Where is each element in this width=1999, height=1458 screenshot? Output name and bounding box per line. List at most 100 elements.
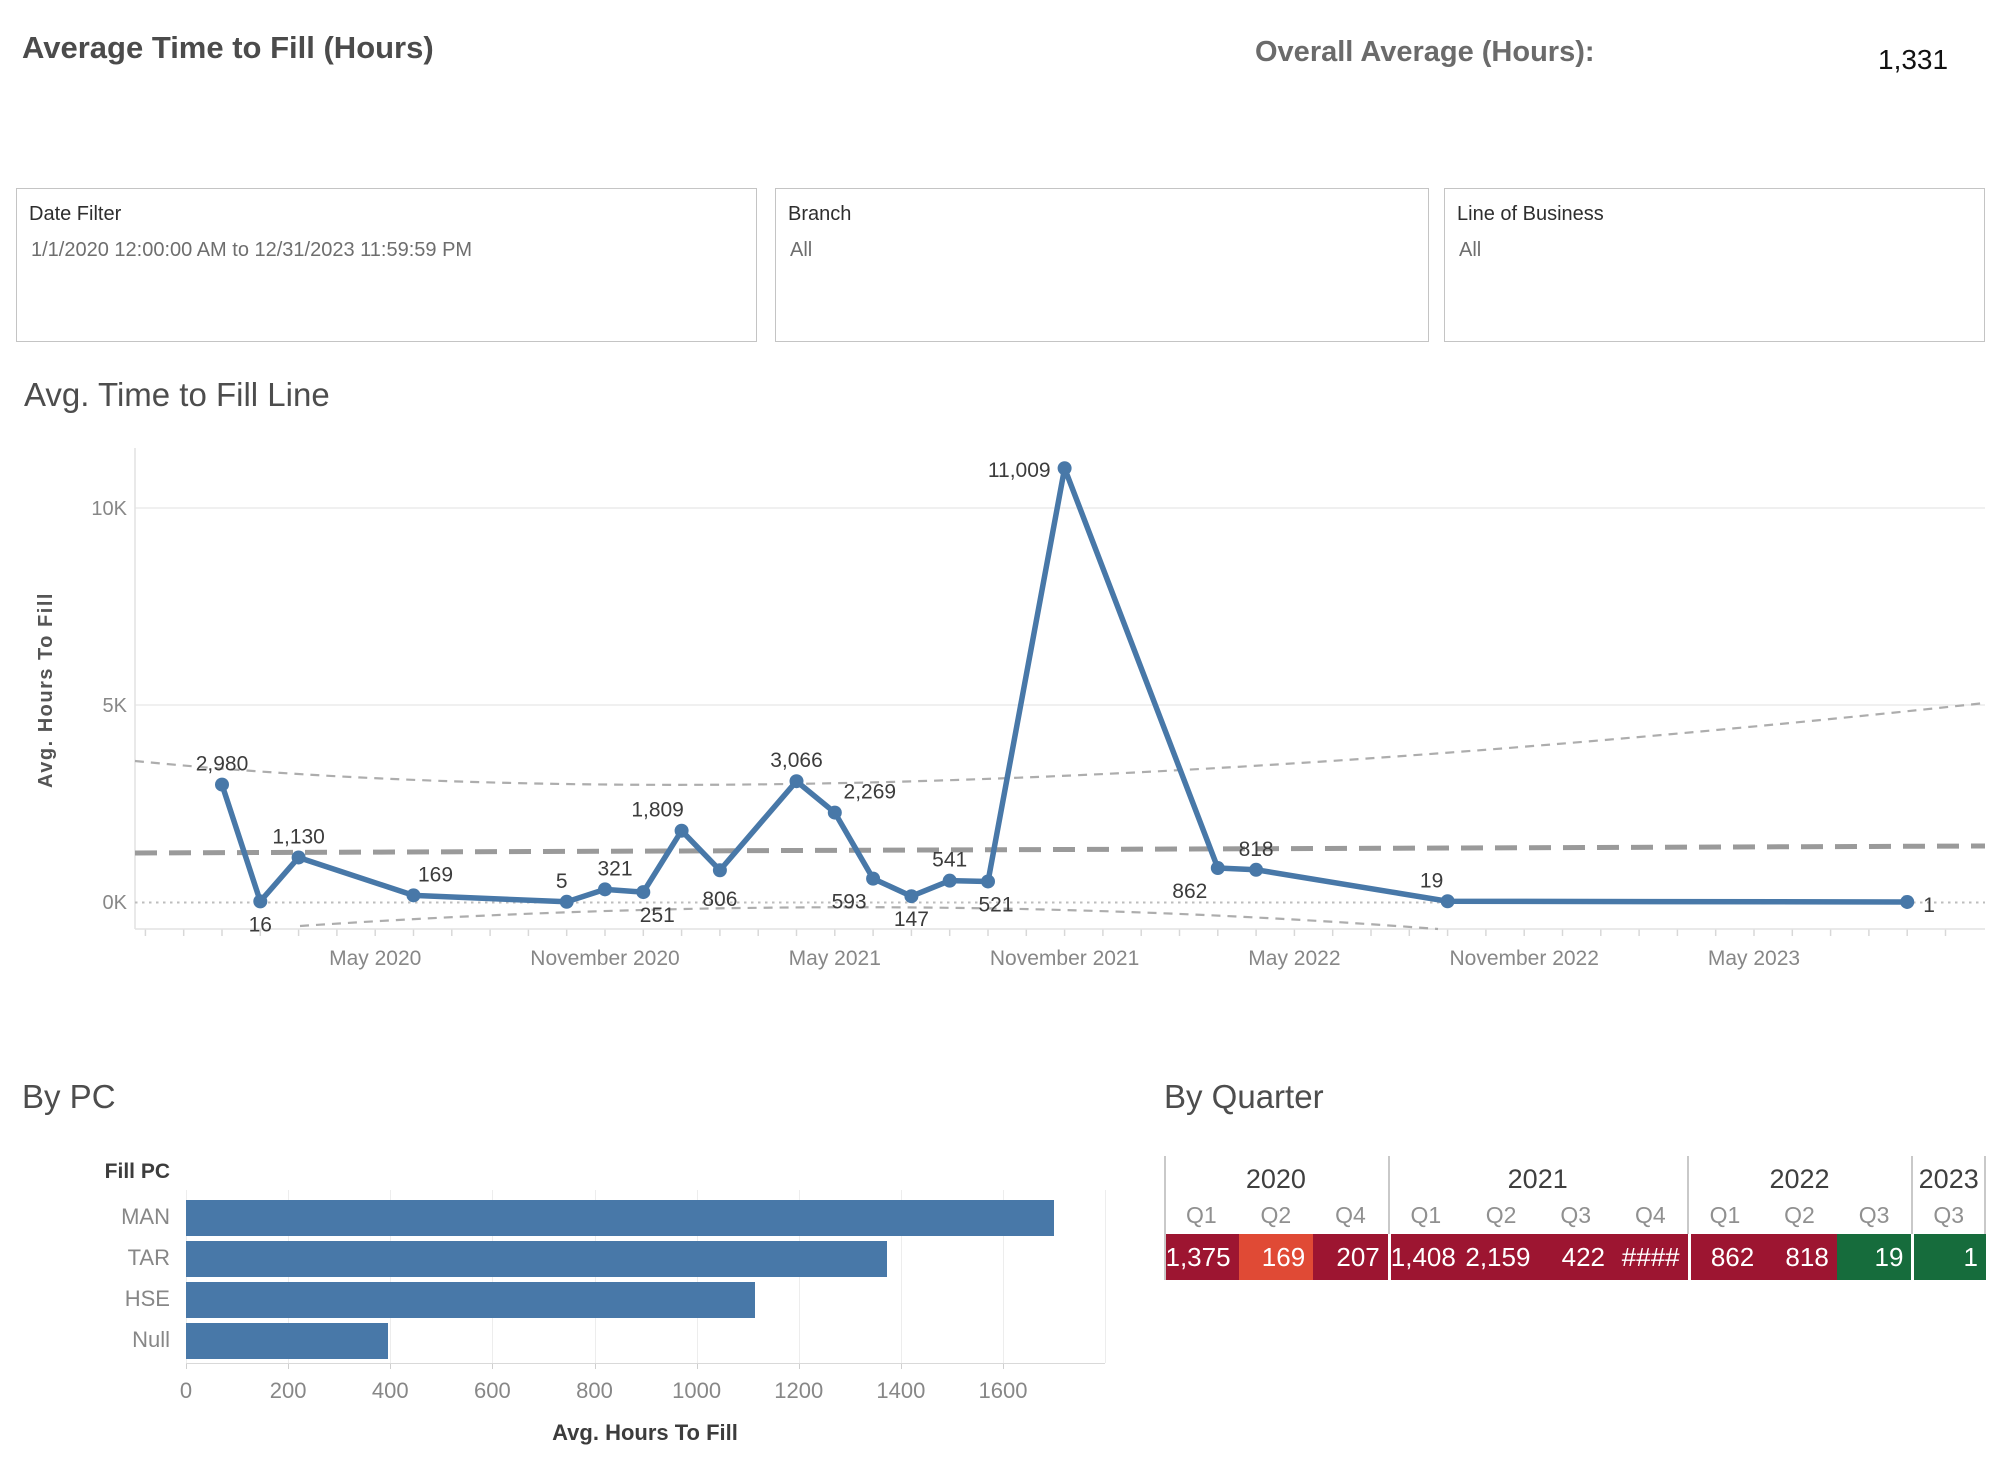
quarter-cell-2020-Q2[interactable]: 169 (1238, 1234, 1314, 1280)
year-separator-0 (1164, 1156, 1166, 1280)
page-title: Average Time to Fill (Hours) (22, 30, 434, 65)
line-point-2022-04[interactable] (1249, 862, 1264, 877)
year-header-2023: 2023 (1918, 1164, 1979, 1194)
line-point-2021-06[interactable] (866, 871, 881, 886)
year-header-2022: 2022 (1769, 1164, 1830, 1194)
line-of-business-filter-label: Line of Business (1457, 203, 1604, 225)
point-label-2023-09: 1 (1923, 894, 1935, 917)
point-label-2021-06: 593 (832, 891, 867, 914)
line-of-business-filter-box[interactable]: Line of Business All (1444, 188, 1985, 342)
bar-tick-1600 (1003, 1363, 1004, 1369)
point-label-2021-07: 147 (894, 908, 929, 931)
quarter-header-2020-Q4: Q4 (1335, 1202, 1366, 1228)
table-right-edge (1984, 1156, 1986, 1234)
quarter-cell-2023-Q3[interactable]: 1 (1911, 1234, 1986, 1280)
x-tick-May-2022: May 2022 (1248, 947, 1340, 970)
line-point-2021-11[interactable] (1057, 461, 1072, 476)
bar-HSE[interactable] (186, 1282, 755, 1318)
point-label-2021-08: 541 (932, 849, 967, 872)
branch-filter-box[interactable]: Branch All (775, 188, 1429, 342)
x-tick-May-2021: May 2021 (789, 947, 881, 970)
quarter-cell-2022-Q3[interactable]: 19 (1836, 1234, 1912, 1280)
quarter-cell-2020-Q1[interactable]: 1,375 (1164, 1234, 1239, 1280)
bar-category-MAN: MAN (121, 1204, 170, 1229)
bar-chart-x-axis-title: Avg. Hours To Fill (552, 1420, 738, 1445)
bar-tick-label-1600: 1600 (978, 1378, 1028, 1403)
quarter-table: 2020 2021 2022 2023 Q1 Q2 Q4 Q1 Q2 Q3 Q4 Q1 Q2 Q3 Q3 1,… (1164, 1156, 1986, 1280)
bar-MAN[interactable] (186, 1200, 1055, 1236)
quarter-cell-2021-Q3[interactable]: 422 (1538, 1234, 1614, 1280)
quarter-cell-2021-Q2[interactable]: 2,159 (1463, 1234, 1539, 1280)
trend-band-lower (299, 906, 1439, 931)
avg-time-to-fill-line (219, 465, 1910, 905)
point-label-2022-03: 862 (1172, 880, 1207, 903)
bar-tick-600 (492, 1363, 494, 1369)
line-point-2021-02[interactable] (712, 863, 727, 878)
bar-tick-200 (288, 1363, 290, 1369)
bar-tick-label-1400: 1400 (876, 1378, 926, 1403)
bar-tick-label-1000: 1000 (672, 1378, 722, 1403)
bar-category-Null: Null (132, 1327, 170, 1352)
trend-band-upper (134, 701, 1986, 786)
branch-filter-value[interactable]: All (790, 239, 813, 261)
line-point-2020-12[interactable] (636, 885, 651, 900)
line-point-2021-05[interactable] (827, 805, 842, 820)
quarter-table-grid: 2020 2021 2022 2023 Q1 Q2 Q4 Q1 Q2 Q3 Q4 Q1 Q2 Q3 Q3 1,… (1164, 1156, 1986, 1280)
quarter-cell-2021-Q1[interactable]: 1,408 (1387, 1234, 1464, 1280)
bar-tick-1400 (900, 1363, 902, 1369)
line-point-2022-03[interactable] (1210, 861, 1225, 876)
x-tick-November-2022: November 2022 (1449, 947, 1598, 970)
average-reference-line (134, 843, 1986, 856)
y-tick-5K: 5K (103, 695, 128, 717)
quarter-header-2023-Q3: Q3 (1933, 1202, 1965, 1228)
line-point-2020-02[interactable] (253, 894, 268, 909)
quarter-header-2021-Q4: Q4 (1634, 1202, 1666, 1228)
quarter-header-2022-Q1: Q1 (1709, 1202, 1741, 1228)
line-chart-title: Avg. Time to Fill Line (24, 376, 330, 413)
date-filter-value[interactable]: 1/1/2020 12:00:00 AM to 12/31/2023 11:59… (31, 239, 473, 261)
line-point-2021-04[interactable] (789, 774, 804, 789)
line-point-2020-10[interactable] (559, 894, 574, 909)
quarter-cell-2021-Q4[interactable]: #### (1613, 1234, 1688, 1280)
bar-tick-label-600: 600 (474, 1378, 511, 1403)
point-label-2021-02: 806 (702, 888, 737, 911)
point-label-2020-01: 2,980 (196, 753, 249, 776)
point-label-2021-04: 3,066 (770, 749, 823, 772)
line-point-2020-03[interactable] (291, 850, 306, 865)
year-separator-2 (1687, 1156, 1690, 1234)
point-label-2022-04: 818 (1239, 838, 1274, 861)
year-separator-1 (1388, 1156, 1391, 1234)
line-chart: 0K 5K 10K May 2020 November 2020 May 2021 Nove… (35, 448, 1986, 970)
quarter-header-2020-Q1: Q1 (1185, 1202, 1217, 1228)
line-point-2021-07[interactable] (904, 889, 919, 904)
bar-axis-baseline (186, 1363, 1105, 1364)
bar-category-TAR: TAR (127, 1245, 170, 1270)
line-point-2020-11[interactable] (598, 882, 612, 897)
line-chart-y-axis-title: Avg. Hours To Fill (35, 592, 57, 788)
line-point-2022-09[interactable] (1440, 894, 1455, 909)
line-point-2021-01[interactable] (674, 823, 689, 838)
bar-TAR[interactable] (186, 1241, 887, 1277)
bar-tick-label-400: 400 (371, 1378, 409, 1403)
point-label-2020-11: 321 (597, 857, 632, 880)
branch-filter-label: Branch (788, 203, 852, 225)
quarter-header-2021-Q2: Q2 (1485, 1202, 1517, 1228)
line-point-2020-06[interactable] (406, 888, 421, 903)
bar-Null[interactable] (186, 1323, 388, 1359)
year-separator-3 (1911, 1156, 1914, 1234)
line-point-2020-01[interactable] (215, 777, 229, 792)
x-tick-May-2023: May 2023 (1708, 947, 1800, 970)
point-label-2021-01: 1,809 (631, 799, 684, 822)
point-label-2020-06: 169 (418, 863, 453, 886)
quarter-cell-2020-Q4[interactable]: 207 (1313, 1234, 1388, 1280)
quarter-cell-2022-Q2[interactable]: 818 (1762, 1234, 1837, 1280)
date-filter-box[interactable]: Date Filter 1/1/2020 12:00:00 AM to 12/3… (16, 188, 757, 342)
quarter-cell-2022-Q1[interactable]: 862 (1687, 1234, 1763, 1280)
line-point-2021-08[interactable] (942, 873, 957, 888)
line-point-2023-09[interactable] (1900, 894, 1915, 909)
overall-average-value: 1,331 (1878, 44, 1949, 75)
line-point-2021-09[interactable] (981, 874, 995, 889)
bar-gridline-1400 (900, 1190, 902, 1363)
line-of-business-filter-value[interactable]: All (1459, 239, 1482, 261)
